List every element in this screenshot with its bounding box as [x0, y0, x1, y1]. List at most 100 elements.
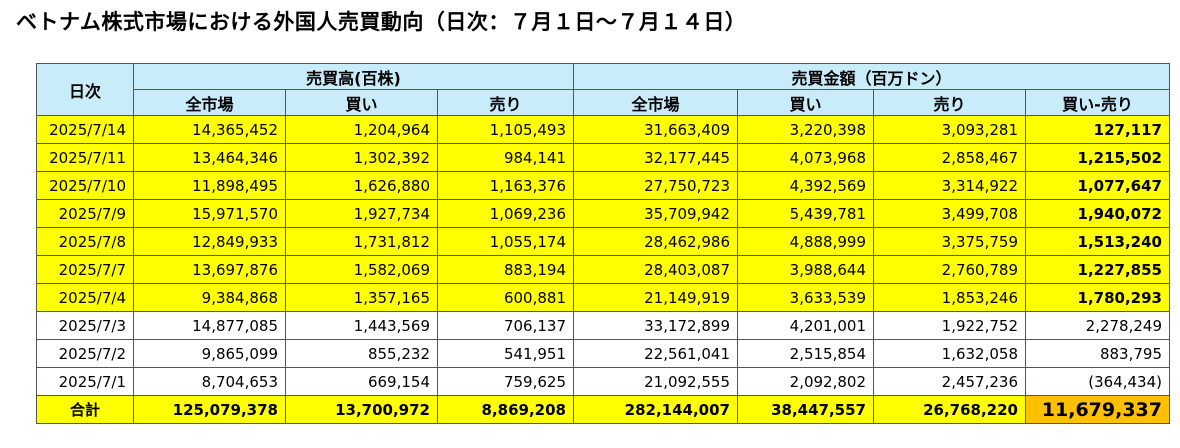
- volume-all-cell: 14,365,452: [133, 115, 286, 144]
- volume-buy-cell: 1,927,734: [285, 199, 438, 228]
- value-buy-cell: 4,073,968: [737, 143, 874, 172]
- total-value-all: 282,144,007: [573, 395, 738, 424]
- value-sell-cell: 2,760,789: [873, 255, 1026, 284]
- value-sell-cell: 2,457,236: [873, 367, 1026, 396]
- volume-sell-cell: 1,055,174: [437, 227, 574, 256]
- value-buy-cell: 5,439,781: [737, 199, 874, 228]
- value-sell-cell: 3,375,759: [873, 227, 1026, 256]
- value-all-cell: 32,177,445: [573, 143, 738, 172]
- value-sell-cell: 1,853,246: [873, 283, 1026, 312]
- table-row: 2025/7/3 14,877,085 1,443,569 706,137 33…: [36, 311, 1170, 340]
- net-cell: 127,117: [1025, 115, 1170, 144]
- volume-sell-cell: 541,951: [437, 339, 574, 368]
- date-cell: 2025/7/4: [36, 283, 134, 312]
- volume-all-cell: 13,697,876: [133, 255, 286, 284]
- value-buy-header: 買い: [737, 89, 874, 116]
- value-buy-cell: 4,201,001: [737, 311, 874, 340]
- net-cell: (364,434): [1025, 367, 1170, 396]
- value-buy-cell: 3,633,539: [737, 283, 874, 312]
- total-value-sell: 26,768,220: [873, 395, 1026, 424]
- table-row: 2025/7/7 13,697,876 1,582,069 883,194 28…: [36, 255, 1170, 284]
- date-cell: 2025/7/9: [36, 199, 134, 228]
- volume-buy-cell: 1,357,165: [285, 283, 438, 312]
- total-volume-buy: 13,700,972: [285, 395, 438, 424]
- table-row: 2025/7/8 12,849,933 1,731,812 1,055,174 …: [36, 227, 1170, 256]
- value-all-cell: 21,092,555: [573, 367, 738, 396]
- date-cell: 2025/7/10: [36, 171, 134, 200]
- value-buy-cell: 3,220,398: [737, 115, 874, 144]
- header-row-group: 日次 売買高(百株) 売買金額（百万ドン）: [36, 63, 1170, 116]
- value-all-cell: 33,172,899: [573, 311, 738, 340]
- volume-all-header: 全市場: [133, 89, 286, 116]
- volume-all-cell: 9,865,099: [133, 339, 286, 368]
- volume-all-cell: 13,464,346: [133, 143, 286, 172]
- value-all-cell: 28,403,087: [573, 255, 738, 284]
- table-row: 2025/7/10 11,898,495 1,626,880 1,163,376…: [36, 171, 1170, 200]
- table-row: 2025/7/14 14,365,452 1,204,964 1,105,493…: [36, 115, 1170, 144]
- net-cell: 883,795: [1025, 339, 1170, 368]
- volume-all-cell: 14,877,085: [133, 311, 286, 340]
- value-sell-cell: 3,314,922: [873, 171, 1026, 200]
- volume-sell-cell: 984,141: [437, 143, 574, 172]
- table-row: 2025/7/11 13,464,346 1,302,392 984,141 3…: [36, 143, 1170, 172]
- total-volume-sell: 8,869,208: [437, 395, 574, 424]
- value-sell-header: 売り: [873, 89, 1026, 116]
- net-cell: 1,780,293: [1025, 283, 1170, 312]
- volume-buy-cell: 1,204,964: [285, 115, 438, 144]
- table-body: 2025/7/14 14,365,452 1,204,964 1,105,493…: [36, 115, 1170, 424]
- date-cell: 2025/7/3: [36, 311, 134, 340]
- foreign-trading-table: 日次 売買高(百株) 売買金額（百万ドン） 全市場 買い 売り 全市場 買い 売…: [36, 63, 1170, 424]
- volume-sell-cell: 883,194: [437, 255, 574, 284]
- total-net: 11,679,337: [1025, 395, 1170, 424]
- volume-sell-cell: 1,163,376: [437, 171, 574, 200]
- volume-sell-cell: 759,625: [437, 367, 574, 396]
- net-header: 買い-売り: [1025, 89, 1170, 116]
- table-row: 2025/7/9 15,971,570 1,927,734 1,069,236 …: [36, 199, 1170, 228]
- value-all-cell: 31,663,409: [573, 115, 738, 144]
- net-cell: 1,227,855: [1025, 255, 1170, 284]
- volume-buy-cell: 855,232: [285, 339, 438, 368]
- date-cell: 2025/7/7: [36, 255, 134, 284]
- net-cell: 2,278,249: [1025, 311, 1170, 340]
- volume-buy-cell: 1,582,069: [285, 255, 438, 284]
- value-all-header: 全市場: [573, 89, 738, 116]
- value-all-cell: 21,149,919: [573, 283, 738, 312]
- total-row: 合計 125,079,378 13,700,972 8,869,208 282,…: [36, 395, 1170, 424]
- volume-sell-cell: 1,069,236: [437, 199, 574, 228]
- value-all-cell: 28,462,986: [573, 227, 738, 256]
- value-all-cell: 22,561,041: [573, 339, 738, 368]
- volume-all-cell: 9,384,868: [133, 283, 286, 312]
- volume-all-cell: 8,704,653: [133, 367, 286, 396]
- table-row: 2025/7/4 9,384,868 1,357,165 600,881 21,…: [36, 283, 1170, 312]
- net-cell: 1,215,502: [1025, 143, 1170, 172]
- date-cell: 2025/7/14: [36, 115, 134, 144]
- volume-buy-header: 買い: [285, 89, 438, 116]
- value-sell-cell: 3,499,708: [873, 199, 1026, 228]
- volume-sell-cell: 600,881: [437, 283, 574, 312]
- volume-buy-cell: 1,443,569: [285, 311, 438, 340]
- table-row: 2025/7/2 9,865,099 855,232 541,951 22,56…: [36, 339, 1170, 368]
- volume-sell-cell: 1,105,493: [437, 115, 574, 144]
- volume-sell-header: 売り: [437, 89, 574, 116]
- net-cell: 1,940,072: [1025, 199, 1170, 228]
- date-cell: 2025/7/8: [36, 227, 134, 256]
- volume-all-cell: 12,849,933: [133, 227, 286, 256]
- date-cell: 2025/7/11: [36, 143, 134, 172]
- volume-buy-cell: 1,731,812: [285, 227, 438, 256]
- value-buy-cell: 4,888,999: [737, 227, 874, 256]
- value-group-header: 売買金額（百万ドン）: [573, 63, 1170, 90]
- value-all-cell: 35,709,942: [573, 199, 738, 228]
- value-buy-cell: 4,392,569: [737, 171, 874, 200]
- total-label: 合計: [36, 395, 134, 424]
- volume-group-header: 売買高(百株): [133, 63, 574, 90]
- date-cell: 2025/7/1: [36, 367, 134, 396]
- volume-all-cell: 15,971,570: [133, 199, 286, 228]
- total-value-buy: 38,447,557: [737, 395, 874, 424]
- value-buy-cell: 2,515,854: [737, 339, 874, 368]
- value-sell-cell: 3,093,281: [873, 115, 1026, 144]
- value-buy-cell: 3,988,644: [737, 255, 874, 284]
- header-row-columns: 全市場 買い 売り 全市場 買い 売り 買い-売り: [37, 89, 1170, 116]
- net-cell: 1,513,240: [1025, 227, 1170, 256]
- total-volume-all: 125,079,378: [133, 395, 286, 424]
- net-cell: 1,077,647: [1025, 171, 1170, 200]
